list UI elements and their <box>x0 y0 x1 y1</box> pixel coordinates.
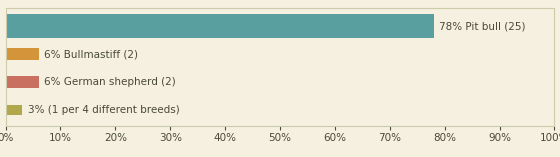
Text: 78% Pit bull (25): 78% Pit bull (25) <box>439 21 526 31</box>
Bar <box>6 14 433 38</box>
Bar <box>6 76 39 88</box>
Text: 6% Bullmastiff (2): 6% Bullmastiff (2) <box>44 49 138 59</box>
Text: 3% (1 per 4 different breeds): 3% (1 per 4 different breeds) <box>27 105 179 115</box>
Text: 6% German shepherd (2): 6% German shepherd (2) <box>44 77 176 87</box>
Bar <box>6 48 39 60</box>
Bar <box>6 105 22 115</box>
